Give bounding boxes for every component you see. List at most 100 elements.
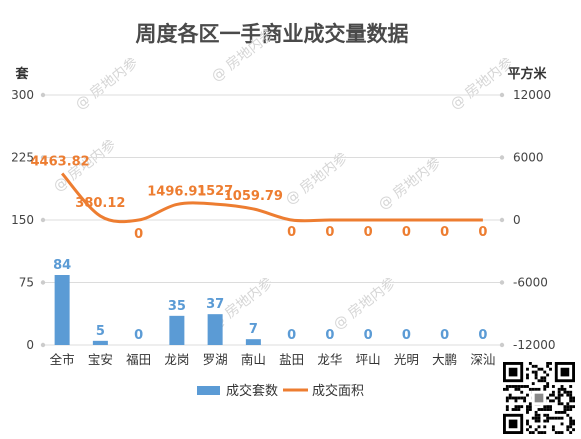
qr-module bbox=[514, 385, 518, 388]
qr-module bbox=[520, 390, 524, 394]
qr-module bbox=[549, 362, 552, 365]
qr-module bbox=[569, 399, 573, 403]
qr-module bbox=[534, 428, 538, 432]
qr-module bbox=[526, 393, 529, 397]
chart-title: 周度各区一手商业成交量数据 bbox=[136, 22, 409, 46]
qr-module bbox=[557, 387, 561, 391]
qr-module bbox=[560, 410, 564, 414]
qr-module bbox=[505, 396, 509, 400]
qr-module bbox=[517, 396, 521, 400]
line-data-label: 1059.79 bbox=[224, 189, 283, 204]
qr-module bbox=[534, 413, 538, 417]
qr-module bbox=[503, 387, 506, 391]
qr-finder-core bbox=[508, 367, 518, 377]
qr-finder-core bbox=[508, 419, 518, 429]
qr-module bbox=[549, 393, 552, 397]
qr-module bbox=[557, 390, 561, 394]
qr-module bbox=[526, 419, 529, 423]
qr-module bbox=[546, 408, 550, 411]
qr-module bbox=[557, 410, 561, 414]
qr-module bbox=[560, 422, 564, 426]
watermark-text: @ 房地内参 bbox=[72, 54, 141, 113]
category-label: 龙华 bbox=[317, 352, 342, 367]
qr-module bbox=[537, 408, 541, 411]
line-data-label: 0 bbox=[402, 225, 411, 240]
bar-data-label: 0 bbox=[402, 328, 411, 343]
qr-module bbox=[526, 410, 529, 414]
qr-module bbox=[551, 393, 555, 397]
qr-module bbox=[572, 405, 575, 409]
qr-module bbox=[566, 402, 570, 406]
qr-module bbox=[554, 410, 558, 414]
qr-module bbox=[528, 387, 532, 391]
qr-module bbox=[572, 399, 575, 403]
qr-module bbox=[543, 419, 547, 423]
line-data-label: 4463.82 bbox=[31, 155, 90, 170]
qr-module bbox=[543, 376, 547, 380]
qr-module bbox=[551, 399, 555, 403]
qr-module bbox=[560, 393, 564, 397]
qr-module bbox=[569, 385, 573, 388]
line-data-label: 0 bbox=[134, 227, 143, 242]
qr-module bbox=[534, 387, 538, 391]
qr-module bbox=[508, 396, 512, 400]
left-tick-label: 300 bbox=[11, 88, 34, 102]
qr-module bbox=[563, 408, 567, 411]
bar-data-label: 0 bbox=[364, 328, 373, 343]
qr-module bbox=[528, 425, 532, 429]
qr-module bbox=[526, 376, 529, 380]
watermark-layer: @ 房地内参@ 房地内参 @ 房地内参 @ 房地内参@ 房地内参 @ 房地内参@ 房地… bbox=[50, 26, 516, 333]
line-data-label: 0 bbox=[364, 225, 373, 240]
qr-module bbox=[537, 419, 541, 423]
qr-finder-core bbox=[560, 367, 570, 377]
qr-module bbox=[563, 390, 567, 394]
qr-module bbox=[546, 413, 550, 417]
qr-module bbox=[557, 402, 561, 406]
grid-dot-right bbox=[499, 342, 505, 348]
qr-module bbox=[569, 408, 573, 411]
left-tick-label: 225 bbox=[11, 151, 34, 165]
qr-module bbox=[563, 387, 567, 391]
bar-series: 84 5 0 35 37 7 0 0 0 0 0 0 bbox=[53, 258, 487, 345]
grid-dot-right bbox=[499, 92, 505, 98]
category-label: 宝安 bbox=[88, 352, 113, 367]
qr-module bbox=[540, 367, 544, 371]
qr-module bbox=[537, 431, 541, 434]
legend-line-label: 成交面积 bbox=[312, 383, 364, 399]
qr-module bbox=[514, 408, 518, 411]
qr-module bbox=[551, 390, 555, 394]
qr-module bbox=[569, 393, 573, 397]
qr-module bbox=[572, 396, 575, 400]
qr-module bbox=[537, 387, 541, 391]
left-tick-label: 0 bbox=[26, 338, 34, 352]
qr-module bbox=[551, 416, 555, 420]
qr-module bbox=[557, 396, 561, 400]
qr-module bbox=[528, 431, 532, 434]
line-data-label: 1527 bbox=[197, 184, 233, 199]
bar-data-label: 0 bbox=[440, 328, 449, 343]
legend: 成交套数 成交面积 bbox=[197, 383, 364, 399]
category-label: 大鹏 bbox=[432, 352, 457, 367]
category-label: 光明 bbox=[394, 352, 419, 367]
right-tick-label: 6000 bbox=[513, 151, 544, 165]
qr-module bbox=[572, 422, 575, 426]
qr-module bbox=[557, 416, 561, 420]
grid-dot-left bbox=[40, 342, 46, 348]
qr-module bbox=[543, 431, 547, 434]
qr-module bbox=[534, 376, 538, 380]
qr-module bbox=[566, 425, 570, 429]
qr-module bbox=[534, 410, 538, 414]
qr-module bbox=[566, 408, 570, 411]
bar-data-label: 37 bbox=[206, 297, 224, 312]
category-label: 福田 bbox=[126, 352, 151, 367]
qr-module bbox=[508, 393, 512, 397]
line-data-label: 380.12 bbox=[75, 196, 125, 211]
qr-module bbox=[514, 387, 518, 391]
qr-module bbox=[534, 416, 538, 420]
qr-module bbox=[549, 399, 552, 403]
qr-module bbox=[505, 385, 509, 388]
bar-data-label: 0 bbox=[325, 328, 334, 343]
qr-module bbox=[543, 405, 547, 409]
qr-module bbox=[523, 399, 527, 403]
